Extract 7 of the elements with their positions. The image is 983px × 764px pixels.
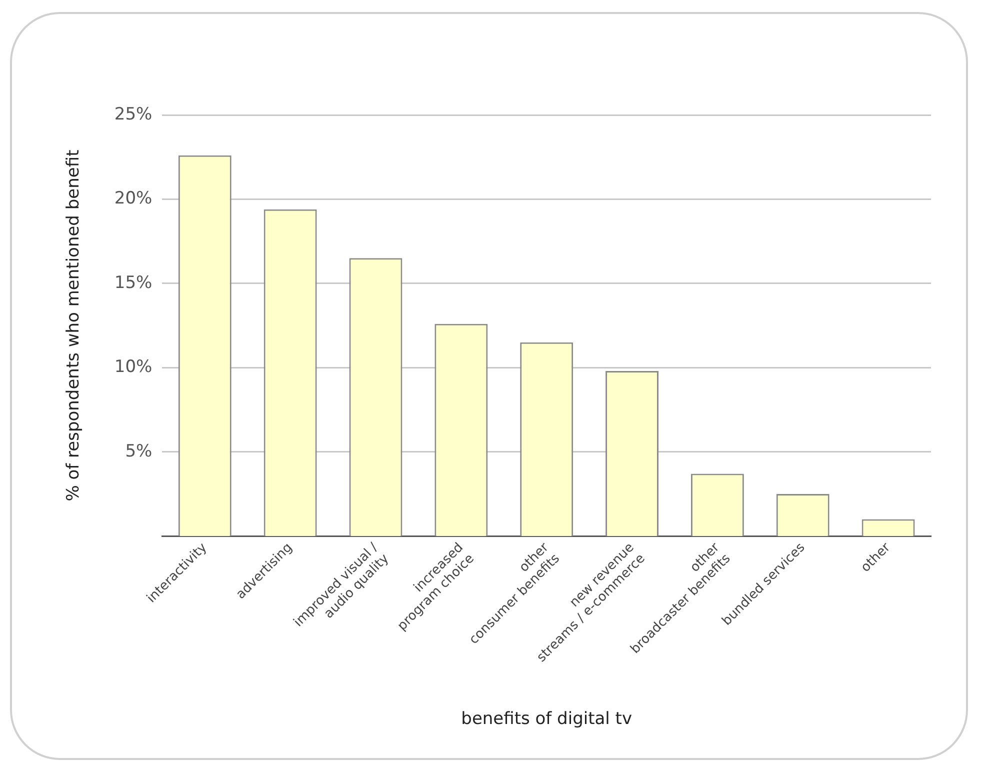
y-tick-label: 25% [114,104,152,124]
y-tick-label: 10% [114,357,152,378]
y-tick-label: 15% [114,272,152,293]
y-axis-title: % of respondents who mentioned benefit [64,149,84,502]
y-tick-label: 5% [125,441,152,462]
y-tick-label: 20% [114,188,152,209]
x-axis-title: benefits of digital tv [461,709,632,730]
